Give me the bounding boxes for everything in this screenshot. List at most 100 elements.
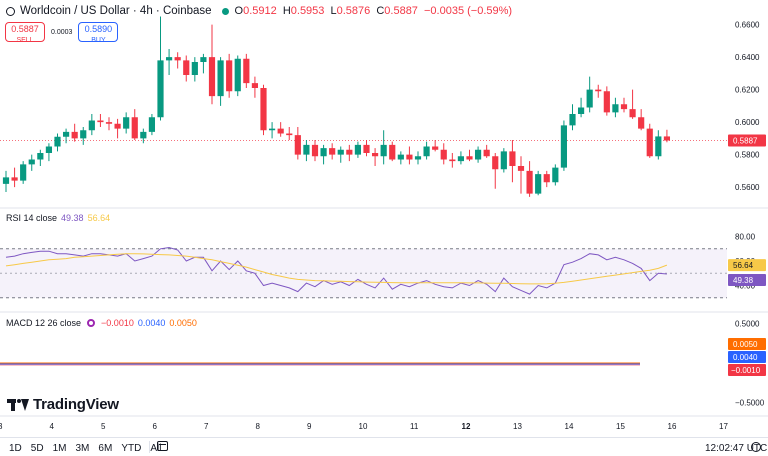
candle-body bbox=[28, 159, 35, 165]
candle-body bbox=[449, 159, 456, 162]
candle-body bbox=[311, 144, 319, 157]
candle-body bbox=[165, 57, 173, 61]
settings-icon[interactable] bbox=[751, 442, 761, 452]
candle-body bbox=[492, 156, 499, 170]
candle-body bbox=[655, 136, 662, 157]
candle-body bbox=[517, 166, 525, 171]
candle-body bbox=[148, 117, 156, 132]
candle-body bbox=[346, 149, 353, 155]
candle-body bbox=[268, 128, 276, 131]
price-tick-label: 0.5800 bbox=[735, 151, 760, 160]
timeframe-1d[interactable]: 1D bbox=[9, 443, 22, 454]
candle-body bbox=[577, 107, 585, 114]
utc-clock[interactable]: 12:02:47 UTC bbox=[705, 443, 768, 454]
sell-button[interactable]: 0.5887 SELL bbox=[5, 22, 45, 44]
last-price-label: 0.5887 bbox=[733, 136, 758, 145]
candle-body bbox=[114, 123, 121, 129]
macd-hist-tag-label: 0.0050 bbox=[733, 340, 758, 349]
candle-body bbox=[243, 58, 250, 84]
chart-canvas[interactable]: 0.6600 0.6400 0.6200 0.6000 0.5800 0.5600 0.58… bbox=[0, 0, 768, 437]
macd-hist-value: 0.0050 bbox=[169, 318, 197, 328]
bottom-toolbar: 1D 5D 1M 3M 6M YTD All 12:02:47 UTC bbox=[0, 437, 768, 456]
sell-price: 0.5887 bbox=[11, 24, 39, 34]
candle-body bbox=[509, 151, 516, 166]
x-tick-label: 10 bbox=[359, 422, 368, 431]
candle-body bbox=[423, 146, 430, 157]
candle-body bbox=[294, 135, 301, 155]
x-tick-label: 7 bbox=[204, 422, 209, 431]
candle-body bbox=[363, 144, 370, 153]
rsi-ma-value: 56.64 bbox=[87, 213, 111, 223]
candle-body bbox=[483, 149, 490, 157]
x-tick-label: 17 bbox=[719, 422, 728, 431]
macd-value-tag-label: −0.0010 bbox=[731, 366, 761, 375]
rsi-tag bbox=[728, 274, 766, 287]
timeframe-1m[interactable]: 1M bbox=[52, 443, 67, 454]
macd-signal-tag-label: 0.0040 bbox=[733, 353, 758, 362]
candle-body bbox=[329, 148, 336, 155]
price-tick-label: 0.6600 bbox=[735, 21, 760, 30]
candle-body bbox=[286, 133, 293, 136]
candle-body bbox=[535, 174, 542, 194]
candle-body bbox=[586, 89, 593, 108]
x-tick-label: 16 bbox=[668, 422, 677, 431]
low-value: 0.5876 bbox=[336, 5, 371, 17]
candle-body bbox=[20, 164, 27, 181]
rsi-name: RSI 14 close bbox=[6, 213, 58, 223]
rsi-legend[interactable]: RSI 14 close 49.38 56.64 bbox=[6, 213, 110, 223]
x-tick-label: 14 bbox=[565, 422, 574, 431]
candle-body bbox=[97, 120, 104, 123]
macd-signal-value: 0.0040 bbox=[137, 318, 166, 328]
timeframe-ytd[interactable]: YTD bbox=[121, 443, 142, 454]
buy-price: 0.5890 bbox=[84, 24, 113, 34]
x-tick-label: 9 bbox=[307, 422, 312, 431]
candle-body bbox=[414, 156, 422, 160]
x-tick-label: 11 bbox=[410, 422, 419, 431]
spread-value: 0.0003 bbox=[51, 28, 73, 36]
candle-body bbox=[612, 104, 619, 113]
candle-body bbox=[37, 153, 44, 160]
candle-body bbox=[354, 144, 362, 155]
candle-body bbox=[371, 153, 379, 157]
candle-body bbox=[389, 144, 396, 160]
candle-body bbox=[277, 128, 284, 134]
candle-body bbox=[226, 60, 233, 92]
open-key: O bbox=[234, 5, 244, 17]
timeframe-5d[interactable]: 5D bbox=[30, 443, 44, 454]
indicator-settings-icon[interactable] bbox=[87, 319, 96, 327]
macd-tick-label: −0.5000 bbox=[735, 399, 765, 408]
candle-body bbox=[191, 62, 198, 75]
candle-body bbox=[337, 149, 344, 155]
trade-panel: 0.5887 SELL 0.0003 0.5890 BUY bbox=[5, 22, 119, 44]
candle-body bbox=[569, 114, 576, 126]
tradingview-logo[interactable]: TradingView bbox=[7, 396, 119, 413]
x-tick-label: 12 bbox=[462, 422, 471, 431]
eye-icon[interactable] bbox=[6, 6, 15, 16]
candle-body bbox=[638, 117, 645, 129]
calendar-icon[interactable] bbox=[157, 441, 168, 451]
x-tick-label: 3 bbox=[0, 422, 3, 431]
rsi-value: 49.38 bbox=[61, 213, 84, 223]
symbol-title[interactable]: Worldcoin / US Dollar · 4h · Coinbase bbox=[20, 5, 212, 17]
candle-body bbox=[432, 146, 439, 150]
macd-tick-label: 0.5000 bbox=[735, 319, 760, 328]
rsi-tag-label: 49.38 bbox=[733, 276, 754, 285]
candle-body bbox=[62, 131, 70, 137]
change-value: −0.0035 (−0.59%) bbox=[424, 5, 513, 17]
close-key: C bbox=[376, 5, 385, 17]
candle-body bbox=[457, 156, 465, 162]
candle-body bbox=[140, 131, 147, 139]
x-tick-label: 15 bbox=[616, 422, 625, 431]
timeframe-6m[interactable]: 6M bbox=[98, 443, 113, 454]
candle-body bbox=[397, 154, 404, 160]
timeframe-all[interactable]: All bbox=[150, 443, 162, 454]
candle-body bbox=[320, 148, 327, 157]
candle-body bbox=[174, 57, 181, 61]
candle-body bbox=[595, 89, 602, 92]
x-tick-label: 13 bbox=[513, 422, 522, 431]
candle-body bbox=[105, 122, 113, 124]
macd-legend[interactable]: MACD 12 26 close −0.0010 0.0040 0.0050 bbox=[6, 318, 197, 328]
candle-body bbox=[440, 149, 447, 160]
timeframe-3m[interactable]: 3M bbox=[75, 443, 90, 454]
buy-button[interactable]: 0.5890 BUY bbox=[78, 22, 119, 44]
